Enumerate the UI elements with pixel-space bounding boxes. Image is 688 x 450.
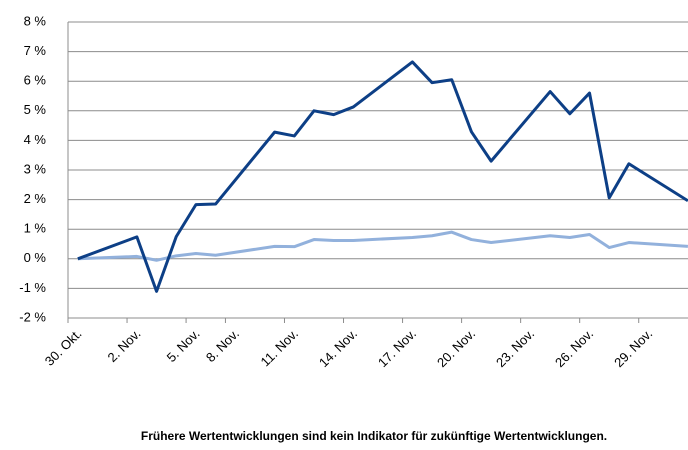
series-line xyxy=(77,230,688,262)
x-tick-label: 30. Okt. xyxy=(42,326,85,369)
x-tick-label: 20. Nov. xyxy=(434,326,478,370)
y-tick-label: 1 % xyxy=(24,221,47,236)
x-tick-label: 8. Nov. xyxy=(203,326,242,365)
y-tick-label: 8 % xyxy=(24,13,47,28)
x-tick-label: 29. Nov. xyxy=(611,326,655,370)
x-tick-label: 2. Nov. xyxy=(105,326,144,365)
x-tick-label: 5. Nov. xyxy=(164,326,203,365)
x-tick-label: 23. Nov. xyxy=(493,326,537,370)
x-tick-label: 26. Nov. xyxy=(552,326,596,370)
footnote: Frühere Wertentwicklungen sind kein Indi… xyxy=(141,429,607,443)
y-tick-label: 7 % xyxy=(24,43,47,58)
x-tick-label: 11. Nov. xyxy=(258,326,301,369)
series-line xyxy=(77,60,688,293)
x-tick-label: 17. Nov. xyxy=(375,326,419,370)
y-tick-label: 2 % xyxy=(24,191,47,206)
y-tick-label: -2 % xyxy=(19,309,46,324)
y-tick-label: 6 % xyxy=(24,73,47,88)
y-tick-label: 5 % xyxy=(24,102,47,117)
x-tick-label: 14. Nov. xyxy=(316,326,360,370)
y-tick-label: 3 % xyxy=(24,161,47,176)
y-tick-label: 4 % xyxy=(24,132,47,147)
y-tick-label: 0 % xyxy=(24,250,47,265)
y-tick-label: -1 % xyxy=(19,280,46,295)
